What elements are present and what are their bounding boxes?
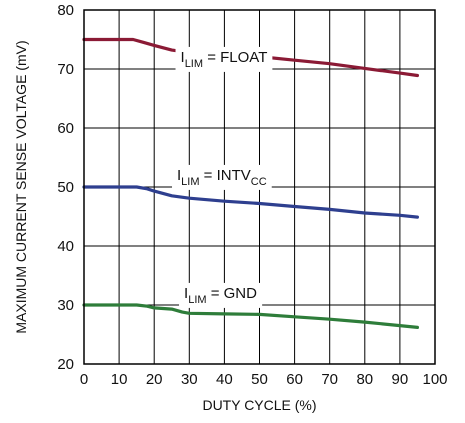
y-tick-label: 50: [57, 179, 74, 196]
series-label-text: ILIM = GND: [184, 285, 257, 306]
x-axis-title: DUTY CYCLE (%): [202, 397, 316, 413]
x-tick-label: 60: [286, 371, 303, 388]
series-label-text: ILIM = FLOAT: [181, 49, 268, 70]
label-background: [175, 46, 273, 72]
x-tick-label: 90: [392, 371, 409, 388]
label-background: [172, 164, 272, 190]
x-tick-label: 70: [321, 371, 338, 388]
series-label-gnd: ILIM = GND: [179, 282, 263, 308]
plot-frame: [83, 9, 436, 365]
series-label-text: ILIM = INTVCC: [177, 167, 267, 188]
x-tick-label: 30: [181, 371, 198, 388]
x-tick-label: 40: [216, 371, 233, 388]
y-tick-label: 40: [57, 238, 74, 255]
y-axis-title: MAXIMUM CURRENT SENSE VOLTAGE (mV): [13, 40, 29, 333]
x-tick-label: 50: [251, 371, 268, 388]
x-tick-label: 80: [356, 371, 373, 388]
label-background: [179, 282, 263, 308]
y-tick-label: 60: [57, 120, 74, 137]
y-tick-label: 30: [57, 297, 74, 314]
y-tick-label: 80: [57, 2, 74, 19]
series-label-intvcc: ILIM = INTVCC: [172, 164, 272, 190]
tick-labels: 0 10 20 30 40 50 60 70 80 90 100 20 30 40 50 60 70 80: [57, 2, 447, 388]
x-tick-label: 20: [146, 371, 163, 388]
series-label-float: ILIM = FLOAT: [175, 46, 273, 72]
x-tick-label: 10: [111, 371, 128, 388]
x-tick-label: 0: [80, 371, 88, 388]
series-line-gnd: [82, 303, 419, 329]
series-line-intvcc: [82, 185, 419, 219]
annotations: ILIM = FLOAT ILIM = INTVCC ILIM = GND: [172, 46, 273, 308]
x-tick-label: 100: [422, 371, 447, 388]
y-tick-label: 70: [57, 61, 74, 78]
y-tick-label: 20: [57, 356, 74, 373]
